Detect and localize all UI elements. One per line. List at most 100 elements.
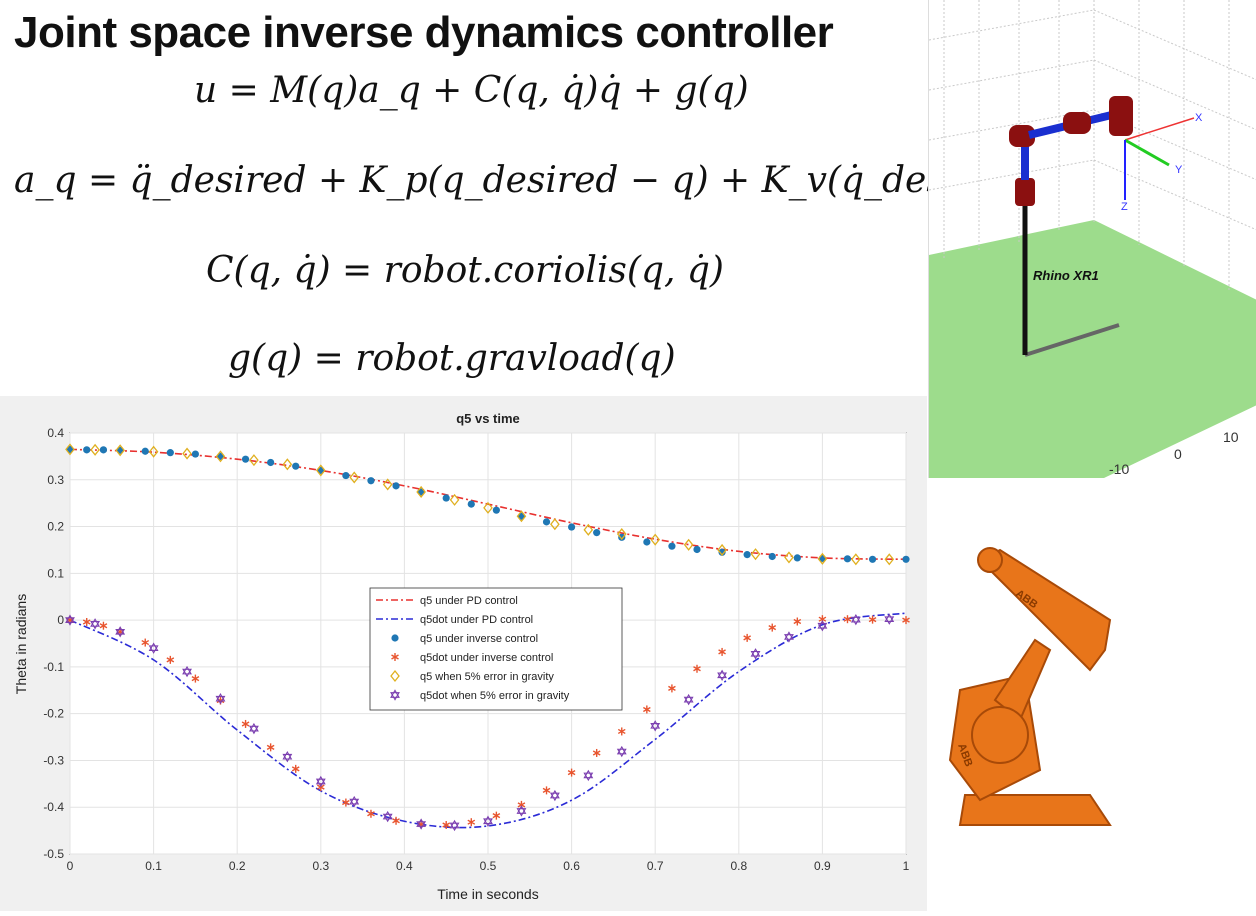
hexagram-part [516,805,527,814]
robot-base [958,794,1112,826]
asterisk-stroke [82,619,91,625]
data-point [367,477,375,485]
tick-label: 10 [1223,429,1239,445]
data-point [843,615,852,624]
data-point [568,523,576,531]
hexagram-part [449,822,460,832]
data-point [583,769,594,782]
y-tick-label: 0.2 [47,520,64,534]
asterisk-stroke [342,799,350,806]
data-point [215,450,226,463]
data-point [542,786,551,795]
legend-box [369,587,623,711]
data-point [416,485,426,498]
data-point [550,518,560,531]
y-axis-title: Theta in radians [13,594,29,694]
data-point [182,447,192,460]
data-point [516,510,527,523]
data-point [593,529,601,537]
data-point [902,555,910,563]
asterisk-stroke [291,766,300,772]
data-point [191,674,200,683]
data-point [650,720,661,732]
data-point [884,553,895,566]
x-tick-label: 0 [67,859,74,873]
asterisk-stroke [592,750,601,756]
series-1 [69,612,907,829]
data-point [90,618,101,630]
hexagram-part [750,650,761,660]
legend-label: q5 when 5% error in gravity [420,671,554,683]
data-point [868,555,877,563]
hexagram-part [850,616,861,626]
x-tick-label: 1 [903,859,910,873]
x-tick-label: 0.3 [312,859,329,873]
data-point [592,748,601,757]
coriolis-equation: C(q, q̇) = robot.coriolis(q, q̇) [206,250,724,291]
asterisk-stroke [266,744,275,750]
data-point [291,764,300,773]
data-point [492,811,501,820]
asterisk-stroke [718,649,726,655]
data-point [392,816,400,825]
data-point [416,818,427,830]
asterisk-stroke [442,822,451,828]
slide-title: Joint space inverse dynamics controller [14,8,834,57]
x-axis-arrow [1124,117,1195,141]
legend-label: q5 under PD control [420,595,518,607]
data-point [693,664,701,673]
hexagram-part [349,795,360,805]
y-tick-label: -0.1 [43,660,64,674]
x-tick-label: 0.5 [480,859,497,873]
hexagram-part [390,689,400,698]
data-point [618,533,626,541]
data-point [750,548,761,561]
hexagram-part [282,751,293,760]
data-point [342,471,350,480]
data-point [282,751,293,763]
data-point [248,722,259,735]
legend-label: q5dot under inverse control [420,652,553,664]
hexagram-part [884,613,895,623]
matlab-figure: 0 0.1 0.2 0.3 0.4 0.5 0.6 0.7 0.8 0.9 1 0.4 0.3 0.2 0.… [0,396,927,911]
data-point [241,455,250,463]
hexagram-part [717,672,728,682]
data-point [141,638,150,647]
data-point [768,552,776,561]
data-point [784,631,794,643]
data-point [483,815,493,827]
data-point [516,805,527,817]
data-point [483,501,493,514]
robot-shoulder-joint [971,706,1029,764]
data-point [315,464,326,477]
data-point [442,494,450,502]
hexagram-part [616,748,627,758]
tick-label: 0 [1174,446,1182,462]
data-point [166,655,175,664]
y-tick-label: -0.4 [43,800,64,814]
asterisk-stroke [542,787,551,793]
data-point [668,684,676,693]
hexagram-part [315,778,326,788]
robot-joint-4 [1109,96,1133,136]
data-point [391,634,399,642]
asterisk-stroke [768,624,777,631]
data-point [617,727,626,736]
hexagram-part [616,745,627,755]
robot-simulation-view: X Y Z Rhino XR1 -10 0 10 [928,0,1256,478]
asterisk-stroke [693,666,701,672]
data-point [382,478,393,491]
robot-joint-1 [1015,178,1035,206]
data-point [850,613,861,626]
data-point [442,820,451,829]
hexagram-part [717,669,728,679]
hexagram-part [282,753,293,763]
hexagram-part [683,693,694,703]
hexagram-part [182,665,192,675]
data-point [717,543,727,556]
data-point [718,548,726,556]
data-point [768,623,777,632]
hexagram-part [248,725,259,735]
hexagram-part [65,617,75,626]
data-point [668,542,676,550]
